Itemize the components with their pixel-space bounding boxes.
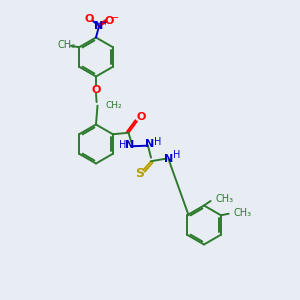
Text: +: + xyxy=(101,18,108,27)
Text: N: N xyxy=(94,21,103,31)
Text: CH₂: CH₂ xyxy=(106,100,122,109)
Text: H: H xyxy=(173,150,180,160)
Text: H: H xyxy=(154,137,161,147)
Text: O: O xyxy=(85,14,94,25)
Text: H: H xyxy=(119,140,126,150)
Text: O: O xyxy=(91,85,101,95)
Text: CH₃: CH₃ xyxy=(233,208,252,218)
Text: N: N xyxy=(145,139,154,149)
Text: S: S xyxy=(135,167,144,180)
Text: CH₃: CH₃ xyxy=(215,194,233,204)
Text: CH₃: CH₃ xyxy=(58,40,76,50)
Text: O: O xyxy=(136,112,146,122)
Text: O: O xyxy=(105,16,114,26)
Text: N: N xyxy=(125,140,135,150)
Text: −: − xyxy=(111,13,119,23)
Text: N: N xyxy=(164,154,173,164)
